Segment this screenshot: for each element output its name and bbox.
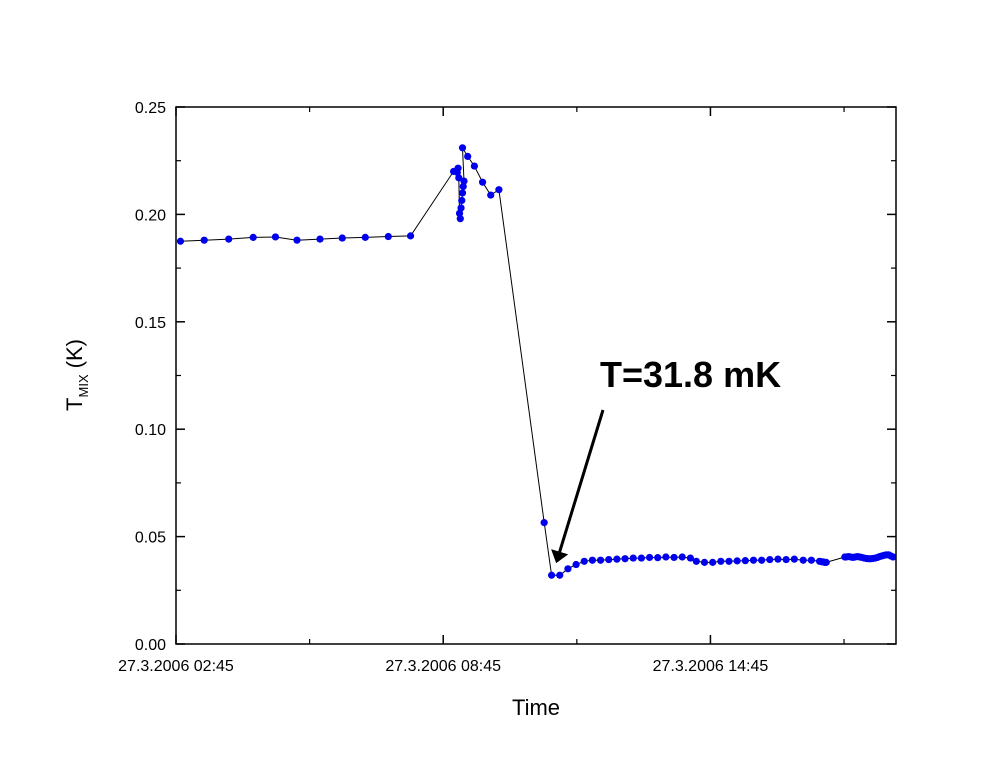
y-axis-title-unit: (K) <box>62 339 87 368</box>
y-tick-label: 0.00 <box>135 637 166 654</box>
data-point <box>662 553 670 561</box>
data-point <box>495 186 503 194</box>
data-point <box>458 144 467 152</box>
data-point <box>338 234 346 242</box>
data-point <box>774 555 782 563</box>
data-point <box>384 232 392 241</box>
data-point <box>361 233 369 241</box>
data-point <box>406 232 415 240</box>
data-point <box>692 557 700 565</box>
x-tick-label: 27.3.2006 02:45 <box>118 658 234 675</box>
data-point <box>464 152 472 161</box>
data-point <box>605 555 613 564</box>
data-point <box>293 236 301 244</box>
data-point <box>454 164 462 172</box>
y-axis-title-sub: MIX <box>76 374 91 397</box>
y-tick-label: 0.05 <box>135 530 166 547</box>
data-point <box>547 571 556 579</box>
data-point <box>556 571 564 579</box>
data-point <box>741 557 749 565</box>
data-point <box>457 204 465 212</box>
data-point <box>686 554 694 562</box>
data-point <box>200 236 208 244</box>
data-point <box>613 555 621 563</box>
data-point <box>889 553 897 561</box>
y-tick-label: 0.25 <box>135 100 166 117</box>
data-point <box>807 556 815 564</box>
annotation-arrow <box>551 409 605 564</box>
y-axis-title: TMIX (K) <box>62 339 91 411</box>
data-point <box>588 556 597 564</box>
data-point <box>487 191 495 199</box>
data-point <box>629 554 637 562</box>
data-point <box>316 235 324 243</box>
data-point <box>580 557 588 565</box>
data-point <box>799 556 807 564</box>
plot-frame <box>175 106 897 645</box>
data-point <box>670 553 678 562</box>
data-point <box>678 553 686 561</box>
annotation-label: T=31.8 mK <box>600 354 781 395</box>
data-point <box>540 519 548 527</box>
data-point <box>478 178 487 186</box>
data-point <box>717 557 725 565</box>
data-point <box>271 233 280 241</box>
data-point <box>790 555 798 563</box>
data-point <box>176 237 185 245</box>
data-point <box>766 555 774 564</box>
data-point <box>709 558 717 566</box>
x-axis-title: Time <box>512 695 560 720</box>
y-tick-label: 0.20 <box>135 207 166 224</box>
data-point <box>572 560 580 569</box>
y-tick-label: 0.10 <box>135 422 166 439</box>
data-point <box>249 233 257 241</box>
data-point <box>758 556 766 564</box>
y-tick-label: 0.15 <box>135 315 166 332</box>
y-axis-title-base: T <box>62 398 87 411</box>
data-point <box>459 182 467 191</box>
data-point <box>458 196 466 205</box>
data-point <box>460 177 468 185</box>
data-point <box>225 235 233 243</box>
data-point <box>637 554 646 562</box>
data-point <box>596 556 605 564</box>
data-point <box>782 555 790 564</box>
series-line <box>180 147 894 576</box>
x-tick-label: 27.3.2006 14:45 <box>653 658 769 675</box>
data-point <box>749 556 758 564</box>
data-point <box>725 557 733 565</box>
data-point <box>645 553 654 562</box>
data-point <box>733 557 741 565</box>
data-point <box>456 215 464 223</box>
data-point <box>822 558 830 566</box>
x-tick-label: 27.3.2006 08:45 <box>385 658 501 675</box>
data-point <box>654 554 662 562</box>
data-point <box>458 189 467 197</box>
data-point <box>470 162 478 170</box>
data-point <box>621 555 629 563</box>
data-point <box>700 558 709 566</box>
data-point <box>564 565 572 573</box>
data-point <box>455 174 463 182</box>
